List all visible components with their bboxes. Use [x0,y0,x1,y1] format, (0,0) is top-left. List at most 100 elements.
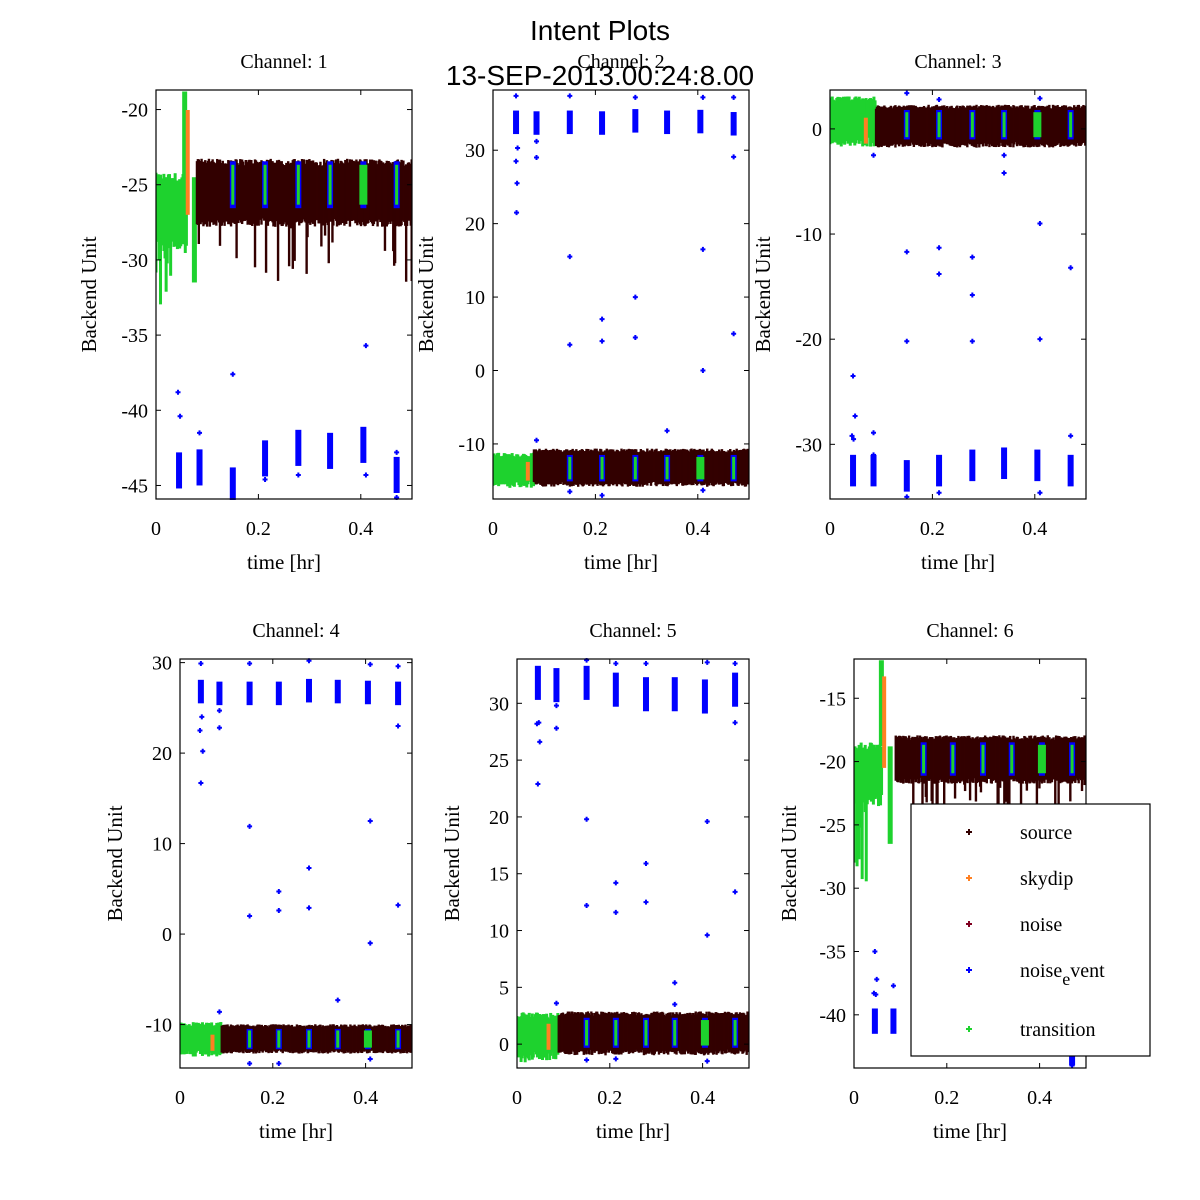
panel-channel-2: 0 0.2 0.4 -10 0 10 20 30 Channel: 2 time [hr] Back… [414,51,750,574]
noise_event-point [904,90,910,96]
noise_event-point [295,472,301,478]
noise_event-point [700,487,706,493]
noise_event-point [198,661,204,667]
source-point [747,1014,749,1053]
transition-point [396,1030,400,1048]
noise_event-point [513,110,520,135]
noise_event-point [567,254,573,260]
noise_event-point [852,413,858,419]
x-tick-label: 0.2 [934,1087,959,1109]
x-tick-label: 0.4 [1027,1087,1052,1109]
noise_event-point [198,780,204,786]
noise_event-point [704,818,710,824]
legend-item-skydip: skydip [966,868,1073,890]
noise_event-point [599,111,606,135]
noise_event-point [874,976,880,982]
transition-point [951,744,955,774]
noise_event-point [247,913,253,919]
noise_event-point [704,1058,710,1064]
noise_event-point [514,210,520,216]
y-tick-label: -20 [819,752,846,774]
noise_event-point [704,659,710,665]
axes-frame [516,658,750,1069]
y-tick-label: -30 [795,434,822,456]
y-axis-label: Backend Unit [777,805,801,921]
noise_event-point [216,1009,222,1015]
y-axis-label: Backend Unit [414,236,438,352]
x-tick-label: 0 [151,518,161,540]
x-tick-label: 0.4 [348,518,373,540]
transition-point [1033,112,1042,138]
transition-point [860,99,866,114]
noise_event-point [643,661,649,667]
source-point [410,1027,412,1052]
noise_event-point [584,1057,590,1063]
y-tick-label: -35 [819,942,846,964]
noise_event-point [306,905,312,911]
figure-subtitle: 13-SEP-2013.00:24:8.00 [446,60,754,91]
transition-point [1010,744,1014,774]
transition-point [922,744,926,774]
panel-channel-1: 0 0.2 0.4 -45 -40 -35 -30 -25 -20 Channel: 1 time … [77,51,413,574]
noise_event-point [871,430,877,436]
y-tick-label: -30 [121,250,148,272]
noise_event-point [567,489,573,495]
y-tick-label: 0 [812,119,822,141]
y-tick-label: -40 [121,400,148,422]
transition-point [359,164,368,205]
noise_event-point [553,725,559,731]
noise_event-point [871,152,877,158]
noise_event-point [363,472,369,478]
noise_event-point [732,672,739,707]
y-axis-label: Backend Unit [751,236,775,352]
noise_event-point [394,449,400,455]
noise_event-point [367,818,373,824]
noise_event-point [1037,490,1043,496]
noise_event-point [553,703,559,709]
transition-point [937,112,941,138]
noise_event-point [513,158,519,164]
noise_event-point [903,460,910,492]
y-axis-label: Backend Unit [440,805,464,921]
legend-label: source [1020,822,1072,844]
noise_event-point [216,725,222,731]
noise_event-point [247,1060,253,1066]
panel-channel-6: 0 0.2 0.4 -40 -35 -30 -25 -20 -15 Channel: 6 time … [777,620,1087,1143]
noise_event-point [890,983,896,989]
noise_event-point [537,739,543,745]
legend-marker [966,921,972,927]
y-tick-label: 5 [499,977,509,999]
axes-frame [829,89,1087,500]
noise_event-point [395,902,401,908]
noise_event-point [664,110,671,135]
panel-title: Channel: 1 [240,51,327,73]
y-tick-label: 10 [465,287,485,309]
legend-label: noiseevent [1020,960,1105,989]
transition-point [600,456,604,480]
noise_event-point [306,865,312,871]
y-tick-label: 0 [162,924,172,946]
noise_event-point [229,467,236,500]
x-axis-label: time [hr] [921,550,995,574]
noise_event-point [567,342,573,348]
noise_event-point [1034,449,1041,482]
source-point [1084,105,1086,146]
noise_event-point [849,433,855,439]
noise_event-point [731,331,737,337]
noise_event-point [599,492,605,498]
noise_event-point [936,454,943,487]
skydip-point [546,1023,551,1050]
transition-point [860,748,864,880]
x-tick-label: 0 [175,1087,185,1109]
noise_event-point [936,490,942,496]
noise_event-point [1069,1062,1075,1068]
noise_event-point [367,940,373,946]
panels: 0 0.2 0.4 -45 -40 -35 -30 -25 -20 Channel: 1 time … [77,51,1087,1143]
noise_event-point [1037,95,1043,101]
skydip-point [210,1034,215,1051]
transition-point [207,1024,213,1032]
noise_event-point [890,1008,897,1034]
y-tick-label: -10 [458,434,485,456]
noise_event-point [936,245,942,251]
